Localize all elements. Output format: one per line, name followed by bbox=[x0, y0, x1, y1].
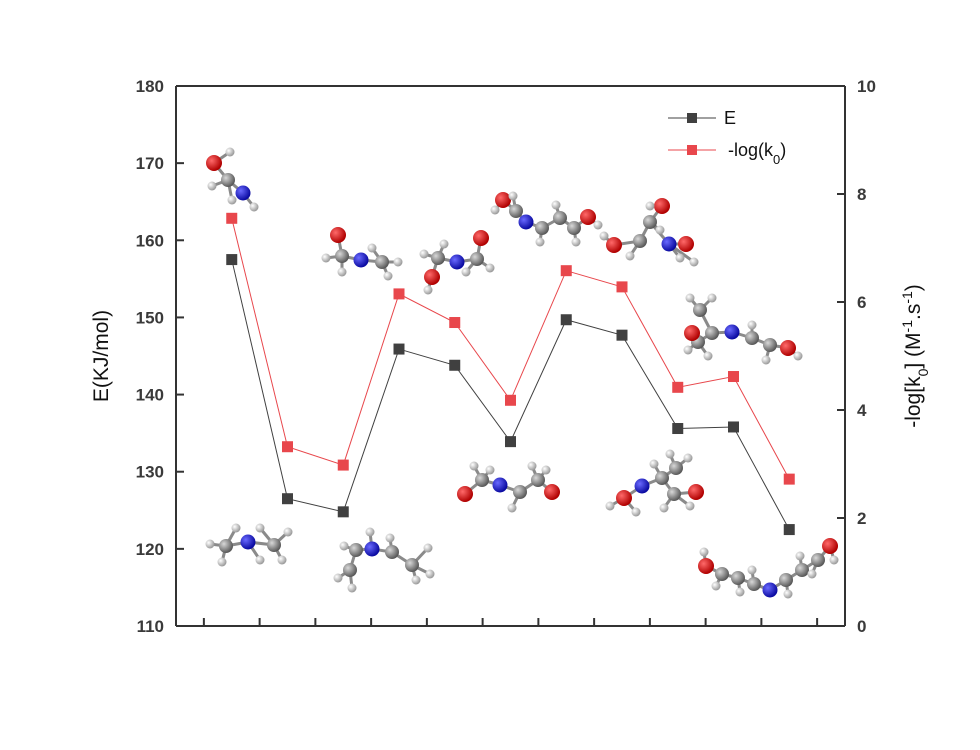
data-point-0 bbox=[672, 423, 684, 435]
data-point-0 bbox=[783, 524, 795, 536]
y-axis-right-title: -log[k0] (M-1.s-1) bbox=[899, 284, 931, 428]
series-lines bbox=[231, 218, 790, 530]
molecule-image bbox=[206, 147, 259, 212]
right-tick-label: 8 bbox=[857, 185, 866, 204]
molecule-image bbox=[333, 527, 435, 593]
legend: E -log(k0) bbox=[668, 108, 786, 167]
data-point-1 bbox=[337, 459, 349, 471]
left-ticks: 110 120 130 140 150 160 170 180 bbox=[136, 77, 184, 636]
right-tick-label: 6 bbox=[857, 293, 866, 312]
y-right-title-mid2: .s bbox=[902, 304, 925, 320]
legend-marker-logk bbox=[687, 145, 697, 155]
y-right-title-sup1: -1 bbox=[899, 320, 915, 333]
right-tick-label: 0 bbox=[857, 617, 866, 636]
data-point-1 bbox=[505, 394, 516, 406]
left-tick-label: 160 bbox=[136, 231, 164, 250]
data-point-1 bbox=[393, 288, 405, 300]
molecule-image bbox=[321, 227, 403, 281]
y-right-title-sub: 0 bbox=[915, 368, 931, 376]
left-tick-label: 170 bbox=[136, 154, 164, 173]
legend-label-logk: -log(k0) bbox=[728, 140, 786, 167]
legend-marker-e bbox=[687, 113, 697, 123]
data-point-0 bbox=[616, 329, 628, 341]
molecule-image bbox=[683, 293, 803, 365]
data-point-0 bbox=[505, 436, 516, 448]
molecule-image bbox=[599, 198, 699, 267]
y-right-title-main: -log[k bbox=[902, 376, 925, 428]
right-tick-label: 4 bbox=[857, 401, 867, 420]
molecule-image bbox=[205, 523, 293, 567]
data-point-0 bbox=[449, 359, 461, 371]
data-point-1 bbox=[616, 281, 628, 293]
data-point-0 bbox=[393, 343, 405, 355]
y-axis-left-title: E(KJ/mol) bbox=[90, 310, 113, 402]
left-tick-label: 120 bbox=[136, 540, 164, 559]
data-point-1 bbox=[449, 317, 461, 329]
data-point-1 bbox=[672, 381, 684, 393]
left-tick-label: 130 bbox=[136, 463, 164, 482]
x-ticks bbox=[202, 618, 819, 626]
data-point-0 bbox=[728, 421, 739, 433]
data-point-0 bbox=[560, 314, 572, 326]
molecule-image bbox=[605, 449, 704, 517]
molecule-image bbox=[490, 191, 603, 247]
data-point-1 bbox=[282, 441, 293, 453]
legend-label-logk-end: ) bbox=[780, 140, 786, 160]
legend-label-logk-main: -log(k bbox=[728, 140, 774, 160]
molecule-image bbox=[457, 461, 560, 513]
axes bbox=[175, 85, 846, 627]
legend-label-logk-sub: 0 bbox=[773, 152, 780, 167]
data-point-0 bbox=[337, 506, 349, 518]
y-right-title-end: ) bbox=[902, 284, 925, 291]
y-right-title-mid: ] (M bbox=[902, 332, 925, 368]
left-tick-label: 150 bbox=[136, 308, 164, 327]
data-point-1 bbox=[560, 265, 572, 277]
left-tick-label: 140 bbox=[136, 386, 164, 405]
series-points bbox=[226, 212, 795, 536]
right-tick-label: 2 bbox=[857, 509, 866, 528]
left-tick-label: 180 bbox=[136, 77, 164, 96]
legend-label-e: E bbox=[724, 108, 736, 128]
data-point-0 bbox=[226, 254, 238, 266]
data-point-1 bbox=[783, 473, 795, 485]
right-tick-label: 10 bbox=[857, 77, 876, 96]
data-point-0 bbox=[282, 493, 293, 505]
right-ticks: 0 2 4 6 8 10 bbox=[837, 77, 876, 636]
molecule-image bbox=[419, 230, 495, 295]
data-point-1 bbox=[226, 212, 238, 224]
molecule-images bbox=[205, 147, 839, 599]
molecule-image bbox=[698, 538, 839, 599]
y-right-title-sup2: -1 bbox=[899, 291, 915, 304]
data-point-1 bbox=[728, 371, 739, 383]
left-tick-label: 110 bbox=[137, 617, 164, 636]
